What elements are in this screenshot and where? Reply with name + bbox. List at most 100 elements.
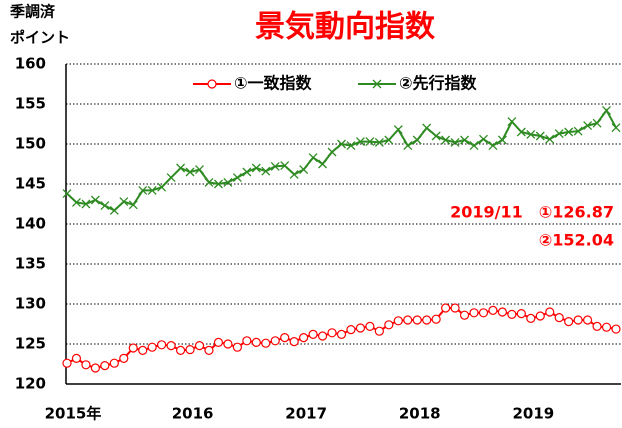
marker: [119, 197, 129, 207]
marker: [365, 137, 375, 147]
marker: [583, 121, 593, 131]
marker: [497, 307, 508, 317]
marker: [185, 167, 195, 177]
marker: [460, 135, 470, 145]
legend-label: ①一致指数: [234, 74, 313, 93]
marker: [176, 163, 186, 173]
marker: [72, 197, 81, 207]
marker: [403, 141, 413, 151]
marker: [337, 139, 346, 149]
marker: [526, 313, 536, 323]
marker: [526, 129, 536, 139]
marker: [223, 177, 233, 187]
marker: [185, 345, 195, 355]
line: [66, 108, 617, 212]
marker: [147, 185, 157, 195]
marker: [412, 315, 422, 325]
marker: [450, 137, 460, 147]
marker: [469, 141, 479, 151]
marker: [611, 123, 621, 133]
marker: [441, 303, 451, 313]
marker: [81, 360, 91, 370]
marker: [459, 310, 470, 320]
marker: [583, 315, 593, 325]
legend-label: ②先行指数: [399, 74, 478, 93]
marker: [346, 325, 356, 335]
marker: [147, 342, 157, 352]
marker: [516, 309, 526, 319]
marker: [403, 315, 413, 325]
marker: [81, 199, 91, 209]
marker: [280, 161, 290, 171]
marker: [422, 315, 432, 325]
marker: [393, 316, 403, 326]
marker: [62, 358, 72, 368]
marker: [545, 307, 555, 317]
marker: [109, 358, 119, 368]
annotation: ②152.04: [539, 231, 614, 250]
y-axis-label: ポイント: [10, 29, 70, 47]
marker: [232, 342, 242, 352]
marker: [317, 331, 328, 341]
marker: [195, 165, 204, 175]
marker: [564, 127, 574, 137]
marker: [478, 308, 489, 318]
annotation: 2019/11 ①126.87: [450, 203, 614, 222]
x-tick-label: 2019: [512, 405, 554, 423]
marker: [441, 135, 451, 145]
y-tick-label: 155: [15, 95, 46, 113]
y-tick-label: 145: [15, 175, 46, 193]
marker: [602, 105, 611, 115]
marker: [327, 147, 337, 157]
marker: [242, 167, 252, 177]
marker: [545, 134, 555, 144]
marker: [365, 321, 375, 331]
marker: [372, 79, 382, 89]
marker: [488, 141, 498, 151]
marker: [270, 336, 280, 346]
marker: [355, 137, 365, 147]
marker: [431, 314, 441, 324]
marker: [207, 79, 217, 89]
marker: [204, 345, 214, 355]
marker: [213, 337, 224, 347]
y-tick-label: 125: [15, 335, 46, 353]
y-tick-label: 120: [15, 375, 46, 393]
marker: [109, 205, 119, 215]
marker: [384, 135, 394, 145]
marker: [90, 363, 100, 373]
marker: [213, 179, 223, 189]
y-tick-label: 160: [15, 55, 46, 73]
marker: [157, 182, 167, 192]
marker: [327, 328, 337, 338]
marker: [554, 129, 564, 139]
marker: [308, 329, 318, 339]
y-tick-label: 135: [15, 255, 46, 273]
marker: [507, 309, 517, 319]
marker: [384, 320, 394, 330]
marker: [592, 321, 602, 331]
marker: [564, 317, 574, 327]
marker: [507, 117, 517, 127]
x-tick-label: 2015年: [45, 405, 102, 423]
marker: [166, 341, 176, 351]
marker: [355, 323, 366, 333]
y-tick-label: 130: [15, 295, 46, 313]
marker: [497, 135, 507, 145]
marker: [289, 169, 299, 179]
marker: [535, 131, 545, 141]
marker: [592, 118, 602, 128]
marker: [535, 311, 545, 321]
marker: [62, 189, 72, 199]
marker: [138, 345, 148, 355]
marker: [346, 141, 356, 151]
marker: [422, 123, 432, 133]
chart-title: 景気動向指数: [255, 10, 436, 45]
marker: [516, 127, 526, 137]
y-tick-label: 140: [15, 215, 46, 233]
marker: [573, 315, 583, 325]
marker: [393, 125, 403, 135]
marker: [469, 308, 479, 318]
marker: [194, 341, 205, 351]
